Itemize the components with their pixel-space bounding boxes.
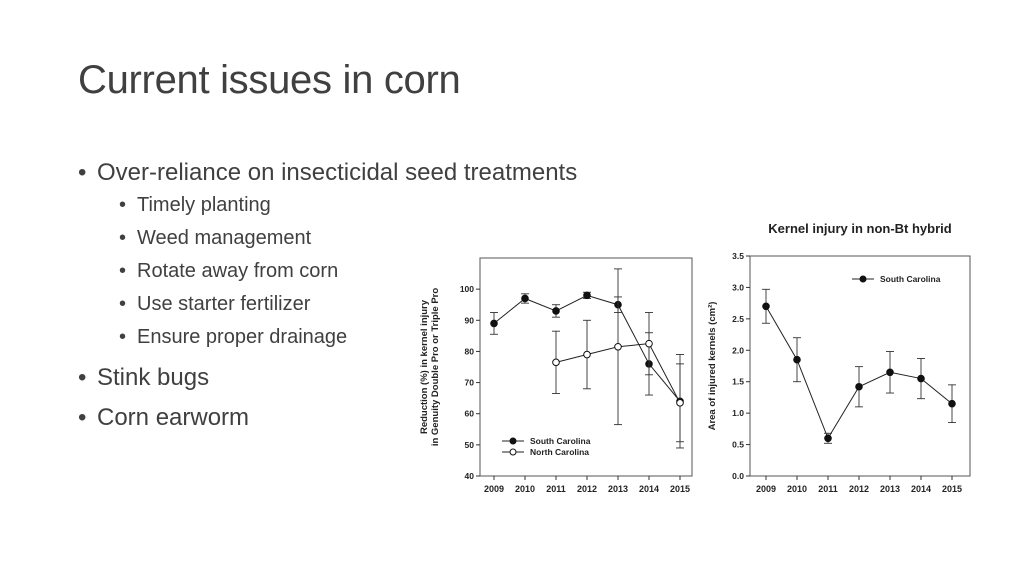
x-tick-label: 2010 <box>515 484 535 494</box>
x-tick-label: 2014 <box>639 484 659 494</box>
y-tick-label: 40 <box>465 471 475 481</box>
x-tick-label: 2009 <box>756 484 776 494</box>
legend-label: South Carolina <box>880 274 941 284</box>
data-point <box>552 358 560 367</box>
y-tick-label: 90 <box>465 315 475 325</box>
data-point <box>490 319 498 328</box>
y-tick-label: 70 <box>465 378 475 388</box>
y-axis-label: Area of injured kernels (cm²) <box>707 302 718 431</box>
y-tick-label: 1.0 <box>732 408 744 418</box>
y-tick-label: 60 <box>465 409 475 419</box>
data-point <box>645 339 653 348</box>
y-tick-label: 0.5 <box>732 440 744 450</box>
data-point <box>521 294 529 303</box>
x-tick-label: 2012 <box>849 484 869 494</box>
reduction-chart: 40 50 60 70 80 90 100 2009 2010 2011 2012 2013 2014 2… <box>419 257 693 494</box>
y-tick-label: 100 <box>460 284 474 294</box>
y-tick-label: 50 <box>465 440 475 450</box>
data-point <box>855 382 863 391</box>
y-tick-label: 3.5 <box>732 251 744 261</box>
x-tick-label: 2010 <box>787 484 807 494</box>
sub-bullet-timely-planting: Timely planting <box>119 189 577 222</box>
y-tick-label: 2.0 <box>732 345 744 355</box>
y-tick-label: 0.0 <box>732 471 744 481</box>
sub-bullet-starter-fertilizer: Use starter fertilizer <box>119 288 577 321</box>
x-tick-label: 2009 <box>484 484 504 494</box>
y-tick-label: 3.0 <box>732 282 744 292</box>
data-point <box>583 350 591 359</box>
x-tick-label: 2011 <box>546 484 566 494</box>
sub-bullet-drainage: Ensure proper drainage <box>119 321 577 354</box>
y-axis-label: in Genuity Double Pro or Triple Pro <box>430 288 441 447</box>
kernel-injury-chart: Kernel injury in non-Bt hybrid 0.0 0.5 1.0 1… <box>707 221 971 494</box>
data-point <box>552 307 560 315</box>
legend-marker <box>859 275 867 283</box>
plot-frame <box>749 255 971 477</box>
legend-label: South Carolina <box>530 436 591 446</box>
x-tick-label: 2015 <box>670 484 690 494</box>
data-point <box>886 368 894 377</box>
x-tick-label: 2015 <box>942 484 962 494</box>
x-tick-label: 2012 <box>577 484 597 494</box>
bullet-stink-bugs: Stink bugs <box>78 361 577 394</box>
data-point <box>614 342 622 351</box>
x-tick-label: 2013 <box>880 484 900 494</box>
data-point <box>948 399 956 408</box>
chart-title: Kernel injury in non-Bt hybrid <box>768 221 952 236</box>
data-point <box>917 374 925 383</box>
bullet-list: Over-reliance on insecticidal seed treat… <box>78 156 577 434</box>
data-point <box>793 355 801 364</box>
data-point <box>676 399 684 407</box>
data-point <box>583 291 591 300</box>
slide-title: Current issues in corn <box>78 58 461 102</box>
bullet-corn-earworm: Corn earworm <box>78 401 577 434</box>
x-tick-label: 2013 <box>608 484 628 494</box>
legend-marker <box>509 437 517 445</box>
bullet-seed-treatments: Over-reliance on insecticidal seed treat… <box>78 156 577 354</box>
data-point <box>824 434 832 443</box>
plot-frame <box>479 257 693 477</box>
sub-bullet-rotate: Rotate away from corn <box>119 255 577 288</box>
y-tick-label: 2.5 <box>732 314 744 324</box>
data-point <box>762 302 770 311</box>
sub-bullet-weed-management: Weed management <box>119 222 577 255</box>
y-tick-label: 80 <box>465 346 475 356</box>
x-tick-label: 2014 <box>911 484 931 494</box>
x-tick-label: 2011 <box>818 484 838 494</box>
sub-bullet-list: Timely planting Weed management Rotate a… <box>97 189 577 354</box>
y-axis-label: Reduction (%) in kernel injury <box>419 299 430 434</box>
y-tick-label: 1.5 <box>732 377 744 387</box>
legend-marker <box>509 448 517 456</box>
bullet-text: Over-reliance on insecticidal seed treat… <box>97 159 578 186</box>
legend-label: North Carolina <box>530 447 589 457</box>
